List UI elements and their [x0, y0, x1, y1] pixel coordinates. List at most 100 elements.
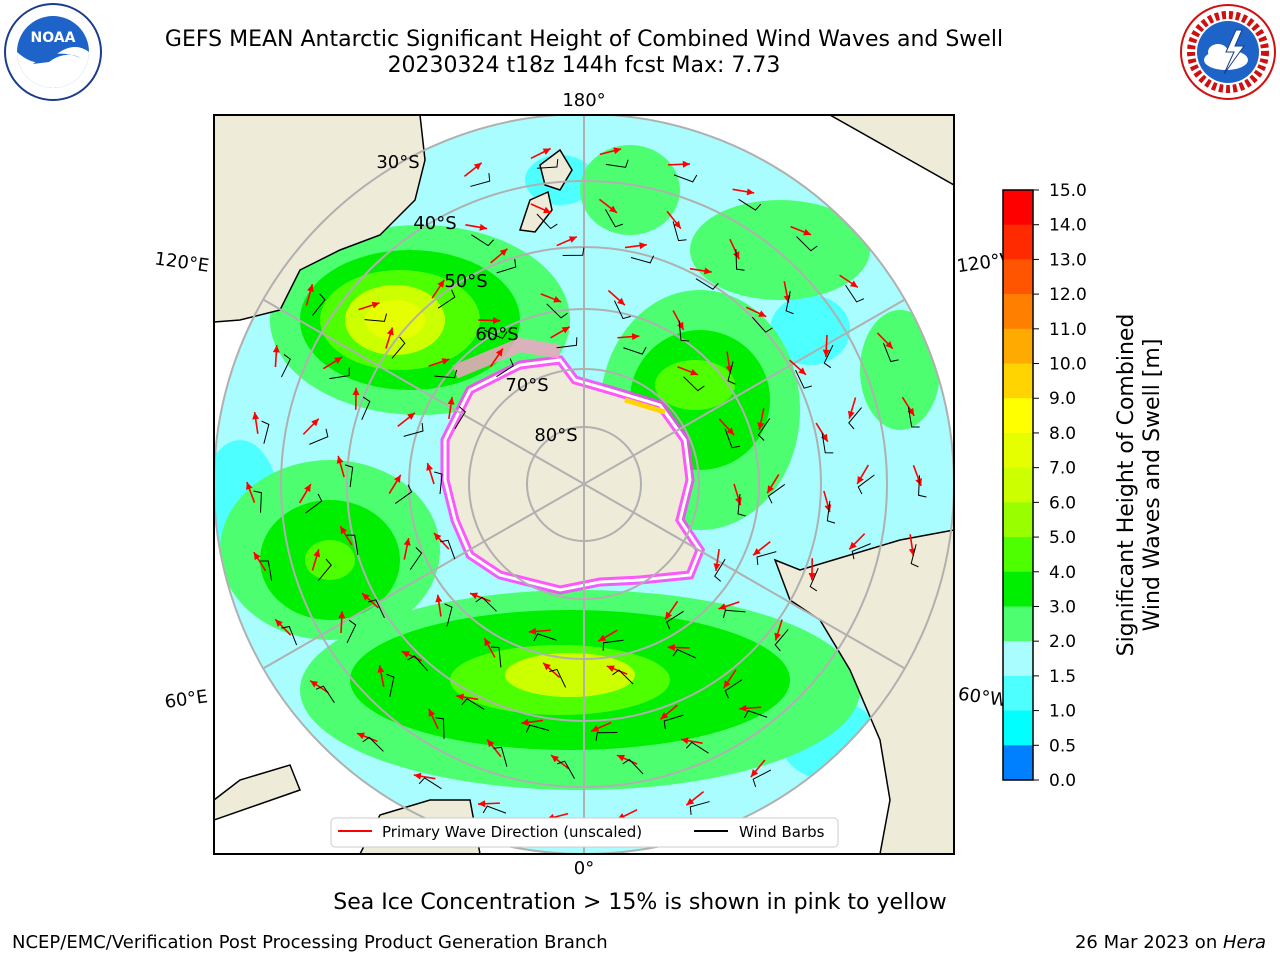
wind-barb: [409, 547, 423, 570]
wind-barb: [435, 717, 445, 739]
colorbar-tick-label: 5.0: [1049, 528, 1076, 548]
wave-direction-arrowhead: [272, 345, 280, 353]
wind-barb: [622, 758, 644, 775]
colorbar-band: [1003, 294, 1033, 330]
wave-direction-arrowhead: [639, 242, 647, 250]
wave-direction-arrowhead: [757, 422, 765, 430]
wind-barb: [490, 646, 502, 668]
wind-barb: [795, 369, 812, 389]
wind-barb: [437, 289, 456, 309]
wind-barb: [918, 475, 927, 498]
lat-label-40s: 40°S: [413, 213, 456, 234]
sea-ice-edge: [440, 337, 706, 595]
wind-barb: [280, 354, 291, 378]
wind-barb: [613, 300, 631, 320]
wind-barb: [907, 407, 920, 428]
noaa-logo-text: NOAA: [31, 30, 76, 46]
colorbar-label: Significant Height of Combined Wind Wave…: [1114, 314, 1166, 657]
wind-barb: [685, 741, 709, 754]
wave-direction-arrowhead: [746, 188, 755, 196]
wave-direction-arrowhead: [334, 357, 343, 364]
wind-barb: [612, 669, 634, 685]
colorbar-band: [1003, 710, 1033, 746]
colorbar-band: [1003, 641, 1033, 677]
wave-direction-arrowhead: [767, 485, 774, 494]
wave-direction-arrowhead: [713, 563, 721, 571]
legend-barb-label: Wind Barbs: [739, 823, 825, 841]
wave-direction-arrowhead: [473, 162, 482, 170]
wind-barb: [329, 367, 350, 380]
colorbar-band: [1003, 571, 1033, 607]
wind-barb: [826, 500, 836, 524]
wind-barb: [418, 777, 442, 790]
wind-barb: [346, 534, 359, 556]
wave-direction-arrowhead: [441, 358, 450, 365]
wave-direction-arrowhead: [401, 651, 410, 658]
wind-barb: [261, 420, 270, 444]
wind-barb: [549, 668, 567, 688]
colorbar-tick-label: 8.0: [1049, 424, 1076, 444]
wave-direction-arrowhead: [613, 147, 622, 155]
wind-barb: [683, 376, 705, 392]
wave-direction-arrowhead: [338, 610, 346, 619]
latitude-labels: 30°S 40°S 50°S 60°S 70°S 80°S: [376, 152, 577, 446]
wave-direction-arrowhead: [487, 739, 495, 748]
wind-barb: [364, 313, 388, 322]
wind-barb: [318, 558, 332, 581]
wave-direction-arrowhead: [426, 462, 433, 471]
wind-barb: [309, 428, 329, 445]
wave-direction-arrowhead: [680, 737, 689, 745]
wave-direction-arrowhead: [403, 538, 411, 546]
colorbar-band: [1003, 606, 1033, 642]
colorbar: 15.0 14.0 13.0 12.0 11.0 10.0 9.0 8.0 7.0 6.0 5.0 4…: [1002, 181, 1087, 791]
colorbar-tick-label: 15.0: [1049, 181, 1087, 201]
wave-direction-arrowhead: [682, 160, 691, 168]
wind-barb: [757, 418, 771, 441]
wind-barb: [605, 209, 624, 228]
wind-barb: [663, 714, 684, 729]
wave-direction-arrowhead: [253, 552, 261, 561]
wave-direction-arrowhead: [310, 680, 319, 688]
colorbar-tick-label: 13.0: [1049, 250, 1087, 270]
wave-direction-arrowhead: [673, 220, 681, 229]
wind-barb: [882, 342, 899, 363]
wave-direction-arrowhead: [686, 798, 695, 806]
noaa-logo: NOAA: [4, 3, 102, 101]
wave-direction-arrowhead: [479, 223, 488, 231]
wind-barb: [738, 198, 762, 211]
wind-barb: [344, 464, 354, 488]
lat-label-60s: 60°S: [475, 324, 518, 345]
wind-barb: [752, 769, 772, 788]
wind-barb: [767, 484, 786, 504]
colorbar-tick-label: 1.0: [1049, 702, 1076, 722]
wave-direction-arrowhead: [252, 412, 260, 420]
wind-barb: [796, 236, 818, 252]
wave-direction-arrowhead: [609, 205, 617, 213]
wave-direction-arrowhead: [428, 708, 436, 717]
wave-direction-arrowhead: [631, 333, 640, 341]
wind-barb: [361, 396, 371, 420]
lat-label-50s: 50°S: [444, 271, 487, 292]
wind-barb: [475, 596, 497, 612]
colorbar-tick-label: 4.0: [1049, 563, 1076, 583]
colorbar-label-line2: Wind Waves and Swell [m]: [1140, 338, 1165, 632]
wind-barb: [362, 736, 384, 752]
lat-label-70s: 70°S: [505, 375, 548, 396]
wave-direction-arrowhead: [386, 327, 394, 336]
wave-direction-arrowhead: [820, 433, 828, 442]
wind-barb: [556, 337, 578, 349]
wind-barb: [346, 619, 357, 644]
colorbar-tick-label: 10.0: [1049, 355, 1087, 375]
wind-barb: [724, 428, 740, 449]
wind-barb: [533, 633, 557, 642]
colorbar-band: [1003, 502, 1033, 538]
wind-barb: [368, 599, 385, 619]
lon-label-lower-left: 60°E: [163, 686, 209, 713]
wave-direction-arrowhead: [690, 368, 699, 376]
graticule: [214, 115, 954, 854]
wind-barb: [672, 648, 696, 659]
africa: [214, 764, 301, 821]
wave-direction-arrowhead: [307, 284, 314, 293]
colorbar-band: [1003, 328, 1033, 365]
